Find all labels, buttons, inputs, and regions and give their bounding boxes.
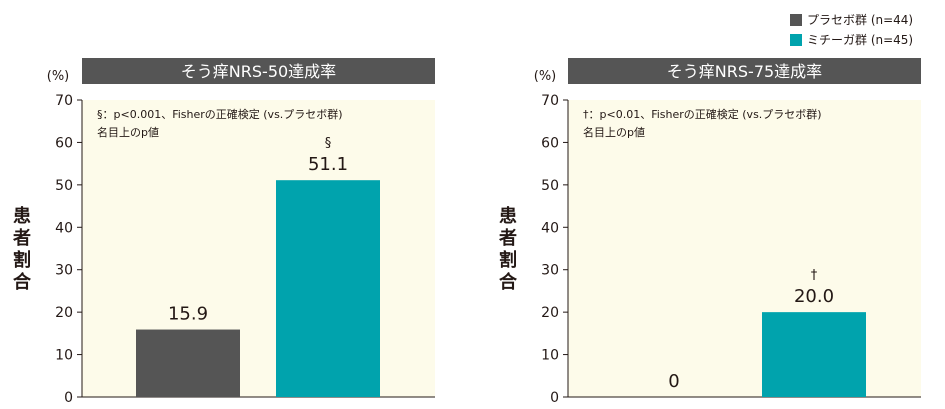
chart2-bar-label-mitchga: 20.0 <box>794 286 834 307</box>
chart1-y-tick-label: 20 <box>55 305 73 321</box>
legend-label-placebo: プラセボ群 (n=44) <box>807 13 914 27</box>
chart2-y-unit: (%) <box>534 69 557 84</box>
chart1-y-tick-label: 50 <box>55 178 73 194</box>
chart2-plot-area <box>568 100 921 397</box>
legend-item-placebo: プラセボ群 (n=44) <box>790 10 913 30</box>
chart1-bar-mitchga <box>276 180 380 397</box>
chart2-y-label-char: 患 <box>499 206 517 227</box>
chart1-bar-label-placebo: 15.9 <box>168 304 208 325</box>
chart1-y-tick-label: 40 <box>55 220 73 236</box>
chart1-y-unit: (%) <box>47 69 70 84</box>
chart1-title-banner <box>82 58 435 84</box>
chart1-y-tick-label: 60 <box>55 135 73 151</box>
chart1-y-tick-label: 0 <box>64 390 73 406</box>
chart1-y-label-char: 患 <box>13 206 31 227</box>
chart2-note-line2: 名目上のp値 <box>583 125 645 139</box>
chart2-title-banner <box>568 58 921 84</box>
chart1-note-line1: §：p<0.001、Fisherの正確検定 (vs.プラセボ群) <box>97 107 343 121</box>
chart1-y-tick-label: 30 <box>55 263 73 279</box>
chart1-plot-area <box>82 100 435 397</box>
chart1-y-label-char: 合 <box>13 271 32 293</box>
chart2-bar-label-placebo: 0 <box>668 371 679 392</box>
chart2-bar-mitchga <box>762 312 866 397</box>
chart1-bar-label-mitchga: 51.1 <box>308 154 348 175</box>
chart2-y-tick-label: 0 <box>550 390 559 406</box>
chart2-y-tick-label: 20 <box>541 305 559 321</box>
legend-label-mitchga: ミチーガ群 (n=45) <box>807 33 914 47</box>
chart2-y-tick-label: 30 <box>541 263 559 279</box>
chart1-note-line2: 名目上のp値 <box>97 125 159 139</box>
chart2-sig-mark-mitchga: † <box>811 268 818 283</box>
chart2-y-label-char: 割 <box>499 249 517 271</box>
chart1-sig-mark-mitchga: § <box>325 136 332 151</box>
legend-item-mitchga: ミチーガ群 (n=45) <box>790 30 913 50</box>
legend-swatch-mitchga <box>790 34 802 46</box>
chart2-y-tick-label: 10 <box>541 348 559 364</box>
chart2-y-tick-label: 70 <box>541 93 559 109</box>
chart2-y-tick-label: 50 <box>541 178 559 194</box>
chart1-title: そう痒NRS-50達成率 <box>181 62 336 81</box>
chart1-y-label-char: 者 <box>12 228 31 249</box>
chart2-y-label-char: 合 <box>499 271 518 293</box>
chart2-y-label-char: 者 <box>498 228 517 249</box>
chart2-title: そう痒NRS-75達成率 <box>667 62 822 81</box>
chart1-bar-placebo <box>136 329 240 397</box>
chart2-y-tick-label: 60 <box>541 135 559 151</box>
chart1-y-tick-label: 70 <box>55 93 73 109</box>
chart1-y-label-char: 割 <box>13 249 31 271</box>
legend: プラセボ群 (n=44) ミチーガ群 (n=45) <box>790 10 913 50</box>
chart2-y-tick-label: 40 <box>541 220 559 236</box>
chart2-note-line1: †：p<0.01、Fisherの正確検定 (vs.プラセボ群) <box>583 107 822 121</box>
chart1-y-tick-label: 10 <box>55 348 73 364</box>
legend-swatch-placebo <box>790 14 802 26</box>
